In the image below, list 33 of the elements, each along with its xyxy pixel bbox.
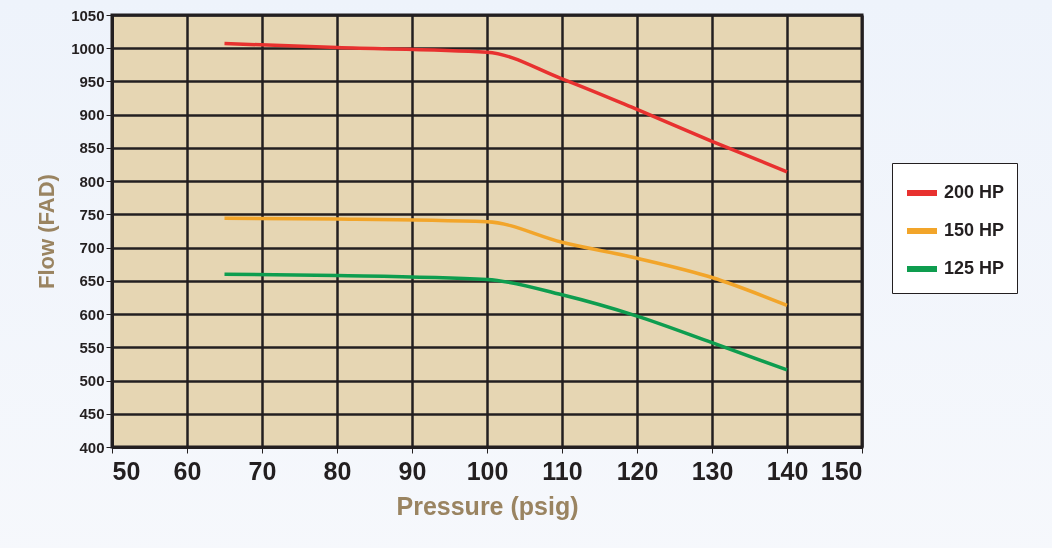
y-tick-label: 700 [79,239,105,257]
x-tick-label: 60 [173,456,202,485]
y-tick-label: 600 [79,305,105,323]
x-tick-label: 80 [323,456,352,485]
line-series [222,41,789,174]
x-tick-label: 140 [766,456,809,485]
y-tick-label: 400 [79,438,105,456]
y-tick-label: 750 [79,205,105,223]
x-tick-label: 70 [248,456,277,485]
y-tick-label: 500 [79,372,105,390]
legend-label: 125 HP [944,258,1005,278]
y-tick-label: 900 [79,106,105,124]
x-tick-label: 90 [398,456,427,485]
y-tick-label: 800 [79,172,105,190]
y-tick-label: 850 [79,139,105,157]
line-series [222,216,789,308]
legend-label: 150 HP [944,220,1005,240]
x-tick-label: 50 [112,456,141,485]
y-tick-label: 950 [79,72,105,90]
x-axis-title: Pressure (psig) [396,491,579,520]
x-tick-label: 130 [691,456,734,485]
x-tick-label: 110 [542,456,583,485]
y-tick-label: 1000 [71,39,105,57]
line-series [222,272,789,372]
y-tick-label: 450 [79,405,105,423]
y-axis-title: Flow (FAD) [34,174,60,289]
y-tick-label: 1050 [71,6,105,24]
legend-label: 200 HP [944,182,1005,202]
y-tick-label: 650 [79,272,105,290]
x-tick-label: 120 [616,456,659,485]
x-tick-label: 100 [466,456,509,485]
y-tick-label: 550 [79,338,105,356]
x-tick-label: 150 [820,456,863,485]
